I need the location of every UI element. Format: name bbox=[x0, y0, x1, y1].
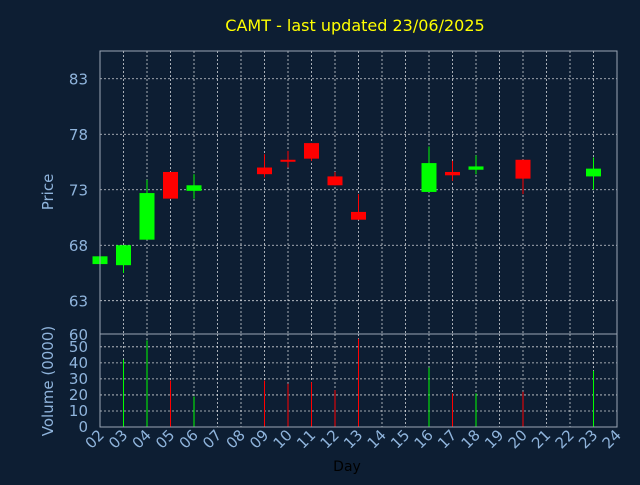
candle-body bbox=[280, 159, 296, 162]
volume-panel-frame bbox=[99, 333, 618, 428]
volume-tick-label: 30 bbox=[69, 370, 88, 388]
price-axis-ticks: 60 63 68 73 78 83 bbox=[69, 71, 88, 344]
candle-body bbox=[327, 176, 343, 186]
volume-tick-label: 10 bbox=[69, 402, 88, 420]
volume-tick-label: 0 bbox=[78, 418, 88, 436]
price-tick-label: 73 bbox=[69, 182, 88, 200]
day-tick-label: 12 bbox=[317, 426, 343, 452]
candle-body bbox=[186, 185, 202, 191]
day-tick-label: 13 bbox=[340, 426, 366, 452]
day-tick-label: 06 bbox=[176, 426, 202, 452]
volume-bars bbox=[123, 338, 594, 427]
price-tick-label: 83 bbox=[69, 71, 88, 89]
volume-tick-label: 50 bbox=[69, 338, 88, 356]
day-tick-label: 15 bbox=[387, 426, 413, 452]
candle-body bbox=[139, 193, 155, 240]
candle-body bbox=[304, 143, 319, 159]
chart-title: CAMT - last updated 23/06/2025 bbox=[225, 16, 484, 35]
candle-body bbox=[445, 171, 460, 176]
candle-body bbox=[586, 168, 601, 177]
x-axis-label: Day bbox=[333, 459, 361, 475]
day-axis-ticks: 0203040506070809101112131415161718192021… bbox=[82, 426, 625, 452]
day-tick-label: 24 bbox=[599, 426, 625, 452]
day-tick-label: 22 bbox=[552, 426, 578, 452]
day-tick-label: 08 bbox=[223, 426, 249, 452]
price-axis-label: Price bbox=[39, 174, 57, 211]
candle-body bbox=[257, 167, 272, 175]
day-tick-label: 04 bbox=[129, 426, 155, 452]
day-tick-label: 09 bbox=[246, 426, 272, 452]
volume-tick-label: 20 bbox=[69, 386, 88, 404]
price-tick-label: 68 bbox=[69, 237, 88, 255]
day-tick-label: 20 bbox=[505, 426, 531, 452]
day-tick-label: 07 bbox=[199, 426, 225, 452]
candles bbox=[92, 143, 601, 273]
day-tick-label: 23 bbox=[575, 426, 601, 452]
candle-body bbox=[116, 245, 131, 266]
day-tick-label: 21 bbox=[528, 426, 554, 452]
day-tick-label: 05 bbox=[152, 426, 178, 452]
volume-axis-label: Volume (0000) bbox=[39, 326, 57, 436]
price-tick-label: 78 bbox=[69, 126, 88, 144]
candle-body bbox=[421, 163, 437, 192]
day-tick-label: 10 bbox=[270, 426, 296, 452]
candle-body bbox=[163, 171, 178, 199]
day-tick-label: 17 bbox=[434, 426, 460, 452]
volume-tick-label: 40 bbox=[69, 354, 88, 372]
day-tick-label: 03 bbox=[105, 426, 131, 452]
candle-body bbox=[515, 159, 531, 179]
candle-body bbox=[351, 211, 366, 220]
day-tick-label: 19 bbox=[481, 426, 507, 452]
day-tick-label: 11 bbox=[293, 426, 319, 452]
price-tick-label: 60 bbox=[69, 326, 88, 344]
day-tick-label: 16 bbox=[411, 426, 437, 452]
day-tick-label: 18 bbox=[458, 426, 484, 452]
price-tick-label: 63 bbox=[69, 293, 88, 311]
candle-body bbox=[468, 166, 484, 170]
day-tick-label: 14 bbox=[364, 426, 390, 452]
